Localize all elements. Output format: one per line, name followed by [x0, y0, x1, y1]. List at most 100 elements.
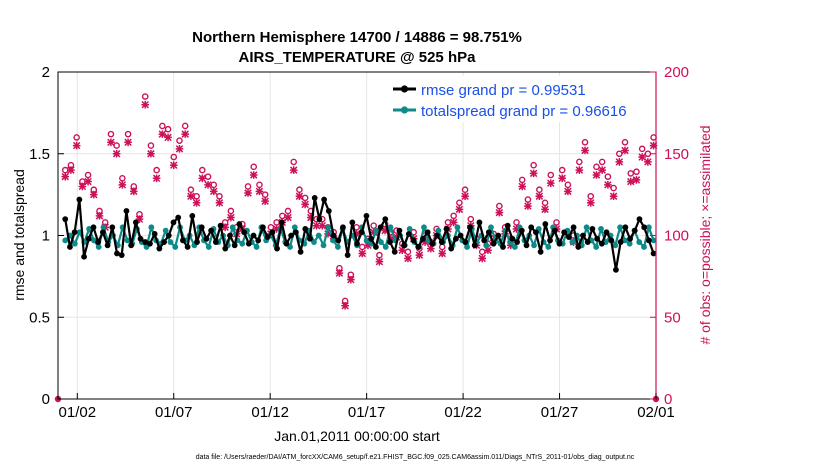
rmse-point — [443, 226, 450, 232]
obs-possible-point — [227, 207, 235, 215]
rmse-point — [613, 266, 619, 273]
rmse-point — [467, 224, 473, 231]
obs-assimilated-point — [324, 230, 332, 238]
totalspread-point — [311, 239, 317, 245]
obs-possible-point — [124, 130, 132, 138]
rmse-point — [528, 224, 535, 231]
legend-box — [388, 76, 653, 122]
rmse-point — [368, 235, 375, 242]
obs-assimilated-point — [215, 199, 224, 207]
obs-possible-point — [301, 194, 309, 202]
obs-possible-point — [444, 219, 452, 226]
totalspread-point — [464, 244, 470, 250]
rmse-point — [278, 219, 285, 226]
y-tick-label-right: 50 — [664, 309, 681, 326]
rmse-point — [358, 229, 365, 236]
obs-assimilated-point — [449, 218, 458, 227]
obs-assimilated-point — [209, 187, 218, 196]
rmse-point — [335, 237, 342, 244]
obs-possible-point — [256, 181, 263, 189]
obs-assimilated-point — [335, 269, 344, 277]
rmse-point — [598, 240, 605, 247]
obs-assimilated-point — [644, 158, 652, 166]
rmse-point — [641, 224, 648, 231]
totalspread-point — [162, 227, 169, 234]
obs-assimilated-point — [181, 130, 189, 138]
rmse-point — [170, 219, 177, 226]
rmse-point — [603, 229, 610, 236]
totalspread-point — [641, 244, 647, 250]
obs-assimilated-point — [564, 187, 572, 196]
obs-assimilated-point — [169, 161, 178, 169]
totalspread-point — [95, 244, 102, 250]
y-tick-label-left: 1 — [42, 228, 50, 245]
rmse-point — [71, 229, 78, 236]
totalspread-point — [612, 242, 619, 249]
obs-possible-point — [278, 212, 286, 220]
rmse-point — [429, 240, 436, 247]
rmse-point — [231, 242, 238, 249]
rmse-point — [387, 239, 393, 245]
rmse-point — [547, 237, 553, 244]
rmse-point — [62, 216, 69, 223]
obs-assimilated-point — [289, 166, 298, 174]
rmse-point — [354, 240, 360, 247]
x-tick-label: 01/17 — [348, 404, 386, 421]
rmse-point — [264, 234, 271, 241]
obs-possible-point — [261, 191, 269, 198]
rmse-point — [551, 227, 558, 234]
obs-possible-point — [404, 248, 412, 256]
obs-assimilated-point — [301, 200, 309, 209]
obs-possible-point — [438, 243, 446, 251]
obs-assimilated-point — [221, 223, 229, 232]
obs-assimilated-point — [427, 244, 435, 253]
obs-possible-point — [187, 186, 195, 194]
obs-possible-point — [107, 130, 115, 138]
obs-assimilated-point — [261, 197, 269, 205]
obs-possible-point — [147, 142, 155, 149]
obs-assimilated-point — [415, 251, 424, 259]
rmse-point — [476, 219, 483, 226]
obs-possible-point — [244, 183, 252, 190]
obs-assimilated-point — [312, 221, 321, 230]
obs-possible-point — [456, 199, 463, 207]
obs-assimilated-point — [392, 233, 401, 241]
rmse-point — [405, 230, 412, 237]
obs-possible-point — [61, 166, 69, 174]
rmse-point — [645, 237, 652, 244]
totalspread-point — [511, 244, 518, 250]
obs-possible-point — [541, 199, 549, 207]
rmse-point — [104, 242, 111, 249]
rmse-point — [561, 229, 568, 236]
totalspread-point — [330, 237, 337, 244]
rmse-point — [189, 212, 196, 219]
obs-assimilated-point — [484, 246, 492, 255]
y-tick-label-left: 0.5 — [29, 309, 50, 326]
obs-assimilated-point — [84, 177, 92, 186]
rmse-point — [132, 219, 139, 226]
obs-possible-point — [518, 176, 526, 184]
rmse-point — [415, 244, 422, 250]
obs-possible-point — [141, 93, 149, 100]
obs-possible-point — [530, 161, 537, 169]
totalspread-point — [583, 224, 590, 231]
totalspread-point — [100, 224, 107, 231]
totalspread-point — [172, 244, 179, 250]
obs-assimilated-point — [112, 149, 121, 158]
totalspread-point — [454, 224, 461, 231]
obs-assimilated-point — [152, 174, 161, 183]
rmse-point — [81, 253, 87, 260]
rmse-point — [156, 245, 163, 252]
rmse-point — [434, 232, 440, 239]
obs-assimilated-point — [244, 189, 252, 197]
obs-assimilated-point — [632, 176, 641, 184]
y-tick-label-right: 150 — [664, 146, 689, 163]
obs-possible-point — [113, 142, 120, 149]
obs-assimilated-point — [512, 225, 521, 233]
rmse-point — [222, 245, 229, 252]
obs-assimilated-point — [284, 213, 292, 222]
totalspread-point — [435, 227, 442, 234]
totalspread-point — [205, 244, 212, 250]
y-tick-label-right: 100 — [664, 228, 689, 245]
totalspread-point — [598, 226, 604, 232]
